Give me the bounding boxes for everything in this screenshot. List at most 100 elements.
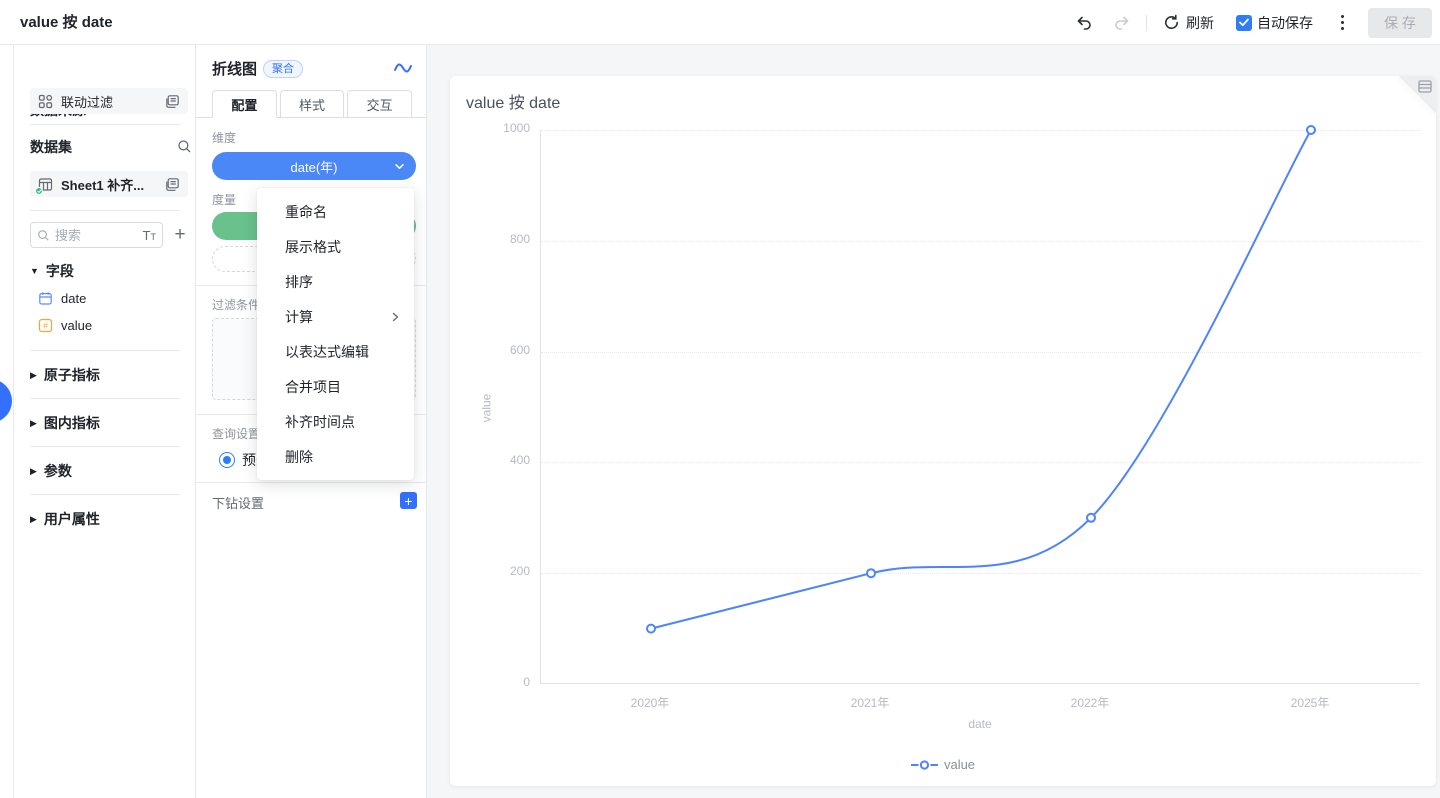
fields-section-label: 字段 [45, 263, 74, 279]
chart-card[interactable]: value 按 date value 1000 800 600 400 200 … [450, 76, 1436, 786]
menu-item-label: 排序 [285, 273, 313, 290]
svg-text:#: # [43, 321, 48, 331]
menu-item-sort[interactable]: 排序 [257, 264, 414, 299]
gridline [541, 130, 1421, 131]
detail-card-icon[interactable] [165, 177, 180, 192]
measure-label: 度量 [212, 193, 237, 207]
detail-card-icon[interactable] [165, 94, 180, 109]
menu-item-label: 删除 [285, 448, 313, 465]
divider [30, 124, 180, 125]
section-chart-metrics[interactable]: ▶ 图内指标 [30, 413, 100, 433]
add-field-icon[interactable]: + [174, 224, 186, 245]
add-drill-button[interactable]: + [400, 492, 417, 509]
view-data-corner-icon[interactable] [1398, 76, 1436, 114]
x-tick: 2022年 [1070, 696, 1110, 710]
section-label: 图内指标 [43, 415, 100, 431]
menu-item-rename[interactable]: 重命名 [257, 194, 414, 229]
menu-item-label: 计算 [285, 308, 313, 325]
section-atomic-metrics[interactable]: ▶ 原子指标 [30, 365, 100, 385]
gridline [541, 573, 1421, 574]
field-label: date [61, 291, 87, 306]
panel-tabs: 配置 样式 交互 [196, 90, 427, 118]
line-chart-icon[interactable] [392, 57, 414, 79]
line-series-markers [646, 125, 1316, 634]
collapsed-panel-strip [0, 45, 14, 798]
menu-item-label: 以表达式编辑 [285, 343, 369, 360]
section-label: 原子指标 [43, 367, 100, 383]
refresh-icon[interactable] [1161, 13, 1181, 33]
y-tick: 0 [523, 675, 530, 689]
divider [196, 482, 427, 483]
divider [30, 446, 180, 447]
topbar-actions: 刷新 自动保存 保 存 [1074, 0, 1432, 45]
radio-selected-icon [219, 452, 235, 468]
refresh-label[interactable]: 刷新 [1186, 14, 1214, 31]
data-point-marker[interactable] [646, 623, 656, 634]
menu-item-delete[interactable]: 删除 [257, 439, 414, 474]
filter-label: 过滤条件 [212, 298, 261, 312]
x-axis-title: date [968, 717, 992, 731]
field-item-value[interactable]: # value [38, 318, 92, 333]
tab-config[interactable]: 配置 [212, 90, 277, 118]
data-point-marker[interactable] [866, 568, 876, 579]
chevron-down-icon[interactable] [394, 160, 405, 175]
y-tick: 1000 [503, 121, 530, 135]
grid-icon [38, 94, 53, 108]
dimension-context-menu: 重命名 展示格式 排序 计算 以表达式编辑 合并项目 补齐时间点 删除 [257, 188, 414, 480]
tab-interaction[interactable]: 交互 [347, 90, 413, 118]
dataset-search-icon[interactable] [177, 139, 192, 154]
gridline [541, 241, 1421, 242]
x-tick: 2020年 [630, 696, 670, 710]
legend-label: value [943, 757, 976, 772]
y-tick: 600 [509, 343, 530, 357]
dataset-label: Sheet1 补齐... [61, 177, 145, 193]
aggregate-badge: 聚合 [263, 59, 304, 78]
topbar: value 按 date 刷新 自动保存 保 存 [0, 0, 1440, 45]
section-user-attributes[interactable]: ▶ 用户属性 [30, 509, 100, 529]
table-icon [35, 177, 53, 195]
section-label: 参数 [43, 463, 72, 479]
data-point-marker[interactable] [1086, 512, 1096, 523]
caret-right-icon: ▶ [30, 513, 37, 524]
legend-item[interactable]: value [910, 757, 976, 772]
chart-title: value 按 date [466, 95, 561, 112]
dataset-heading: 数据集 [30, 139, 72, 155]
search-input[interactable] [55, 227, 117, 243]
menu-item-merge[interactable]: 合并项目 [257, 369, 414, 404]
panel-collapse-handle[interactable] [0, 379, 12, 423]
data-point-marker[interactable] [1306, 125, 1316, 135]
dimension-pill[interactable]: date(年) [212, 152, 416, 180]
field-search-box[interactable]: TT [30, 222, 163, 248]
menu-item-calculate[interactable]: 计算 [257, 299, 414, 334]
save-button[interactable]: 保 存 [1368, 7, 1432, 38]
menu-item-edit-expression[interactable]: 以表达式编辑 [257, 334, 414, 369]
dataset-item[interactable]: Sheet1 补齐... [30, 171, 188, 197]
gridline [541, 462, 1421, 463]
menu-item-label: 补齐时间点 [285, 413, 355, 430]
menu-item-display-format[interactable]: 展示格式 [257, 229, 414, 264]
autosave-label[interactable]: 自动保存 [1257, 14, 1313, 31]
panel-header: 折线图 聚合 [212, 58, 304, 79]
page-title: value 按 date [20, 14, 113, 31]
plot-area [540, 125, 1421, 684]
autosave-checkbox[interactable] [1236, 14, 1252, 31]
gridline [541, 352, 1421, 353]
linked-filter-label: 联动过滤 [61, 94, 114, 110]
calendar-icon [39, 292, 52, 305]
menu-item-label: 合并项目 [285, 378, 341, 395]
dimension-label: 维度 [212, 131, 237, 145]
tab-style[interactable]: 样式 [279, 90, 345, 118]
x-tick: 2025年 [1290, 696, 1330, 710]
data-sidebar: 数据来源 联动过滤 数据集 Sheet1 补齐... TT + [14, 45, 196, 798]
field-item-date[interactable]: date [38, 291, 86, 306]
more-menu-icon[interactable] [1337, 11, 1348, 34]
caret-right-icon: ▶ [30, 417, 37, 428]
divider [30, 398, 180, 399]
linked-filter-item[interactable]: 联动过滤 [30, 88, 188, 114]
fields-section-header[interactable]: ▼ 字段 [30, 261, 74, 281]
menu-item-fill-time-points[interactable]: 补齐时间点 [257, 404, 414, 439]
undo-icon[interactable] [1074, 13, 1094, 33]
text-filter-icon[interactable]: TT [142, 227, 156, 243]
section-parameters[interactable]: ▶ 参数 [30, 461, 72, 481]
